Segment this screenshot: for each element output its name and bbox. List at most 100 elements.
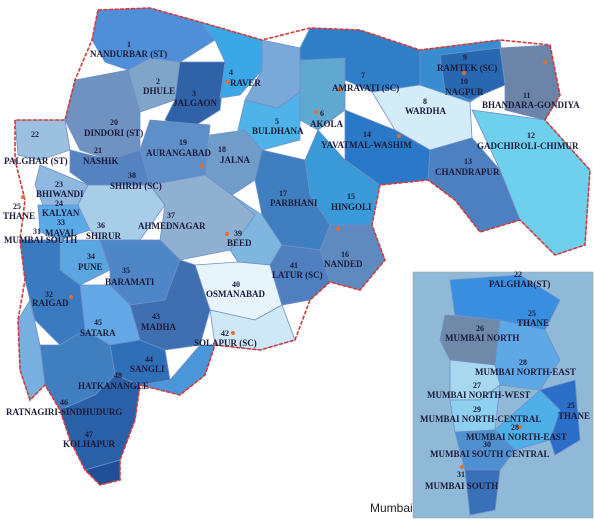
constituency-label: HINGOLI — [331, 202, 372, 212]
inset-number: 31 — [457, 470, 465, 479]
constituency-number: 5 — [275, 117, 279, 126]
constituency-number: 8 — [423, 97, 427, 106]
constituency-label: RAMTEK (SC) — [437, 63, 497, 73]
city-marker — [69, 295, 73, 299]
inset-number: 25 — [567, 401, 575, 410]
constituency-label: KALYAN — [42, 208, 80, 218]
inset-label: THANE — [517, 318, 549, 328]
constituency-label: SOLAPUR (SC) — [194, 338, 257, 348]
constituency-number: 21 — [94, 146, 102, 155]
constituency-label: KOLHAPUR — [63, 439, 116, 449]
constituency-label: MUMBAI SOUTH — [4, 235, 77, 245]
constituency-label: RAVER — [230, 78, 261, 88]
constituency-label: MAVAL — [45, 228, 77, 238]
constituency-number: 15 — [347, 192, 355, 201]
constituency-label: SHIRDI (SC) — [110, 181, 162, 191]
constituency-number: 17 — [279, 189, 287, 198]
inset-label: PALGHAR(ST) — [489, 279, 550, 289]
constituency-number: 33 — [57, 218, 65, 227]
constituency-number: 4 — [229, 68, 233, 77]
inset-label: MUMBAI NORTH-WEST — [427, 390, 530, 400]
inset-number: 28 — [511, 423, 519, 432]
constituency-label: PARBHANI — [270, 198, 318, 208]
constituency-number: 25 — [13, 202, 21, 211]
constituency-label: AKOLA — [310, 119, 344, 129]
constituency-number: 14 — [363, 130, 371, 139]
constituency-number: 39 — [234, 229, 242, 238]
constituency-number: 22 — [31, 130, 39, 139]
constituency-number: 47 — [85, 430, 93, 439]
constituency-label: THANE — [3, 211, 35, 221]
constituency-number: 34 — [87, 252, 95, 261]
constituency-label: JALGAON — [173, 98, 218, 108]
constituency-label: AMRAVATI (SC) — [332, 83, 399, 93]
constituency-label: GADCHIROLI-CHIMUR — [477, 141, 579, 151]
inset-label: MUMBAI NORTH-EAST — [475, 367, 576, 377]
city-marker — [314, 110, 318, 114]
constituency-label: SANGLI — [130, 364, 165, 374]
constituency-number: 1 — [127, 40, 131, 49]
city-markers — [21, 60, 547, 469]
constituency-label: CHANDRAPUR — [435, 167, 500, 177]
constituency-number: 43 — [152, 312, 160, 321]
inset-number: 28 — [519, 358, 527, 367]
inset-number: 29 — [473, 405, 481, 414]
constituency-number: 35 — [122, 266, 130, 275]
constituency-number: 36 — [97, 221, 105, 230]
constituency-number: 19 — [179, 138, 187, 147]
inset-label: MUMBAI SOUTH CENTRAL — [430, 449, 550, 459]
constituency-label: OSMANABAD — [206, 289, 266, 299]
constituency-number: 46 — [60, 398, 68, 407]
city-marker — [231, 331, 235, 335]
constituency-number: 16 — [341, 250, 349, 259]
inset-number: 25 — [528, 309, 536, 318]
inset-label: MUMBAI NORTH-CENTRAL — [420, 414, 541, 424]
inset-label: MUMBAI NORTH — [445, 333, 519, 343]
constituency-label: WARDHA — [405, 106, 447, 116]
city-marker — [336, 227, 340, 231]
constituency-number: 37 — [167, 211, 175, 220]
city-marker — [21, 195, 25, 199]
constituency-number: 9 — [463, 53, 467, 62]
constituency-number: 11 — [523, 91, 531, 100]
mumbai-inset — [412, 271, 594, 519]
constituency-label: SATARA — [80, 328, 116, 338]
city-marker — [226, 80, 230, 84]
constituency-label: NANDED — [324, 259, 363, 269]
constituency-number: 41 — [290, 261, 298, 270]
constituency-number: 20 — [110, 118, 118, 127]
constituency-label: RAIGAD — [32, 298, 69, 308]
inset-label: MUMBAI SOUTH — [425, 481, 498, 491]
constituency-label: NASHIK — [83, 156, 119, 166]
city-marker — [200, 164, 204, 168]
constituency-label: JALNA — [220, 155, 251, 165]
inset-label: THANE — [558, 411, 590, 421]
constituency-number: 45 — [94, 318, 102, 327]
constituency-number: 38 — [128, 171, 136, 180]
constituency-number: 32 — [45, 290, 53, 299]
constituency-label: AHMEDNAGAR — [138, 221, 206, 231]
constituency-number: 6 — [320, 109, 324, 118]
constituency-number: 44 — [145, 355, 153, 364]
constituency-label: BEED — [227, 238, 252, 248]
constituency-number: 3 — [192, 89, 196, 98]
inset-number: 27 — [473, 381, 481, 390]
city-marker — [462, 71, 466, 75]
constituency-number: 13 — [464, 157, 472, 166]
city-marker — [338, 87, 342, 91]
state-border — [14, 7, 591, 486]
constituency-number: 18 — [218, 145, 226, 154]
city-marker — [518, 425, 522, 429]
constituency-label: YAVATMAL-WASHIM — [321, 140, 412, 150]
constituency-label: LATUR (SC) — [272, 270, 323, 280]
constituency-number: 48 — [114, 371, 122, 380]
constituency-label: BHIWANDI — [36, 189, 84, 199]
constituency-label: RATNAGIRI-SINDHUDURG — [6, 407, 122, 417]
constituency-number: 23 — [55, 180, 63, 189]
constituency-number: 40 — [232, 280, 240, 289]
inset-label: MUMBAI NORTH-EAST — [466, 432, 567, 442]
constituency-label: BHANDARA-GONDIYA — [482, 100, 580, 110]
constituency-label: AURANGABAD — [146, 148, 212, 158]
